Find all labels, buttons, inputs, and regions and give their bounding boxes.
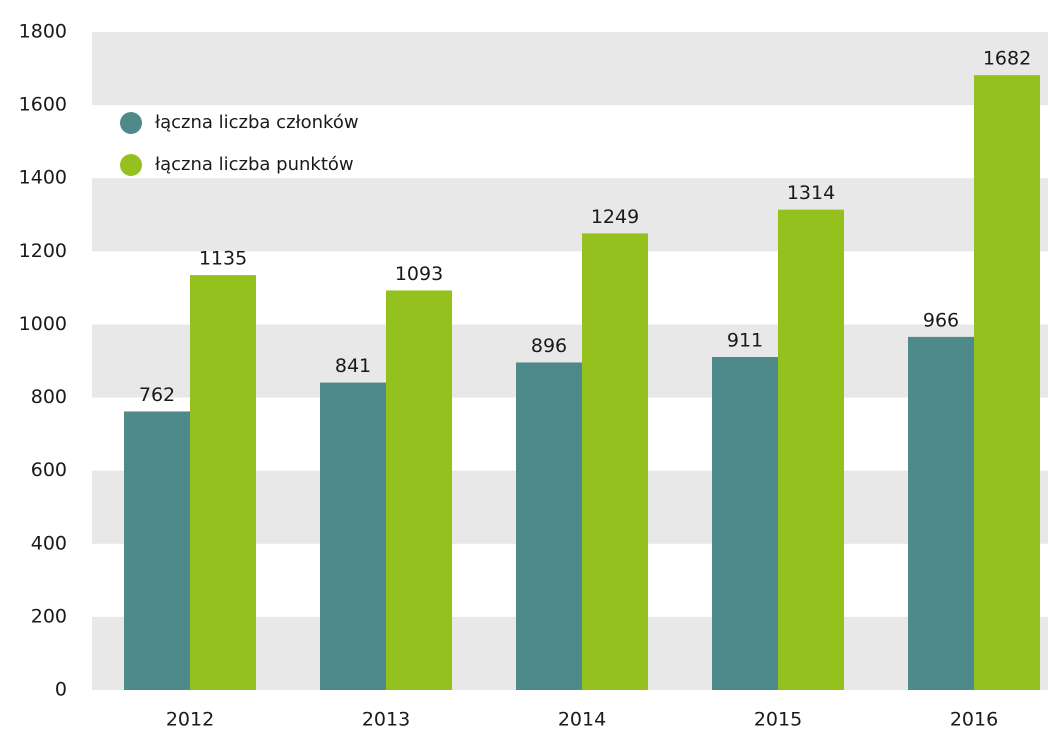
value-label: 1314 [787, 182, 835, 204]
y-tick-label: 1600 [19, 94, 67, 116]
value-label: 896 [531, 335, 567, 357]
bar [582, 233, 648, 690]
y-tick-label: 200 [31, 605, 67, 627]
value-label: 1135 [199, 248, 247, 270]
legend-label: łączna liczba punktów [155, 154, 354, 175]
x-tick-label: 2014 [558, 709, 606, 731]
y-tick-label: 1800 [19, 21, 67, 43]
legend-label: łączna liczba członków [155, 112, 359, 133]
value-label: 1682 [983, 48, 1031, 70]
value-label: 762 [139, 384, 175, 406]
bar [320, 382, 386, 690]
y-tick-label: 1200 [19, 240, 67, 262]
y-tick-label: 1400 [19, 167, 67, 189]
bar [712, 356, 778, 690]
x-tick-label: 2015 [754, 709, 802, 731]
value-label: 1093 [395, 263, 443, 285]
legend-marker [120, 112, 142, 134]
y-tick-label: 800 [31, 386, 67, 408]
bar [516, 362, 582, 690]
value-label: 966 [923, 309, 959, 331]
grid-stripe [92, 32, 1048, 106]
value-label: 841 [335, 355, 371, 377]
bar [190, 275, 256, 690]
value-label: 1249 [591, 206, 639, 228]
bar [124, 411, 190, 690]
y-tick-label: 600 [31, 459, 67, 481]
y-tick-label: 400 [31, 532, 67, 554]
x-tick-label: 2016 [950, 709, 998, 731]
y-tick-label: 1000 [19, 313, 67, 335]
legend-marker [120, 154, 142, 176]
bar [974, 75, 1040, 690]
x-tick-label: 2012 [166, 709, 214, 731]
value-label: 911 [727, 329, 763, 351]
x-tick-label: 2013 [362, 709, 410, 731]
bar [908, 336, 974, 690]
y-tick-label: 0 [55, 679, 67, 701]
grid-stripe [92, 178, 1048, 252]
bar [778, 209, 844, 690]
bar [386, 290, 452, 690]
